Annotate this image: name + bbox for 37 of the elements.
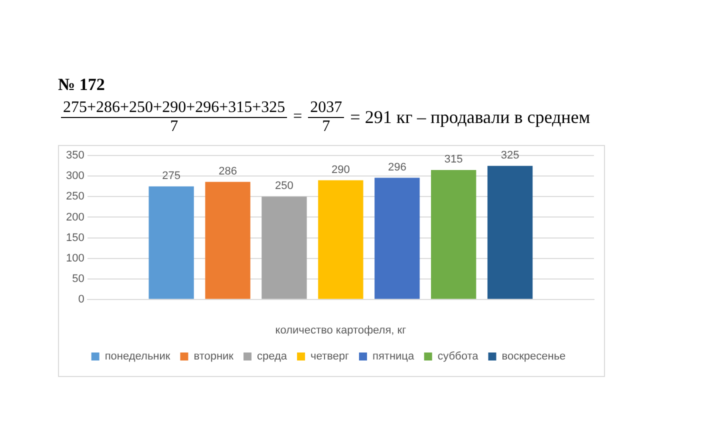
bar bbox=[262, 196, 307, 299]
y-tick-label: 200 bbox=[66, 211, 84, 224]
legend-label: суббота bbox=[438, 350, 480, 363]
legend-label: среда bbox=[256, 350, 288, 363]
data-label: 290 bbox=[331, 164, 350, 176]
text: 7 bbox=[170, 118, 178, 136]
text: = 291 кг – продавали в среднем bbox=[350, 106, 590, 128]
legend-label: вторник bbox=[194, 350, 234, 363]
text: 2037 bbox=[308, 98, 344, 118]
legend-label: пятница bbox=[372, 350, 415, 363]
data-label: 315 bbox=[444, 154, 463, 166]
data-label: 250 bbox=[275, 180, 294, 192]
y-tick-label: 150 bbox=[66, 232, 84, 244]
legend-label: воскресенье bbox=[502, 350, 566, 363]
data-label: 325 bbox=[500, 149, 520, 162]
data-label: 296 bbox=[388, 161, 406, 174]
data-label: 275 bbox=[162, 170, 180, 182]
y-tick-label: 50 bbox=[72, 272, 84, 285]
text: 275+286+250+290+296+315+325 bbox=[61, 98, 288, 118]
bar bbox=[148, 186, 194, 299]
bar bbox=[374, 178, 420, 299]
bar bbox=[487, 166, 533, 299]
chart-title: № 172 bbox=[58, 75, 106, 95]
legend-label: понедельник bbox=[104, 350, 170, 363]
data-label: 286 bbox=[218, 165, 237, 178]
y-tick-label: 0 bbox=[78, 293, 84, 306]
bar bbox=[318, 180, 364, 299]
y-tick-label: 350 bbox=[66, 150, 84, 162]
legend-label: четверг bbox=[310, 350, 350, 363]
y-tick-label: 300 bbox=[66, 170, 84, 182]
y-tick-label: 250 bbox=[66, 190, 84, 203]
x-axis-title: количество картофеля, кг bbox=[275, 324, 406, 336]
text: = bbox=[293, 108, 302, 126]
y-tick-label: 100 bbox=[66, 252, 84, 264]
bar bbox=[431, 170, 476, 299]
bar bbox=[205, 182, 250, 299]
text: 7 bbox=[322, 118, 330, 136]
